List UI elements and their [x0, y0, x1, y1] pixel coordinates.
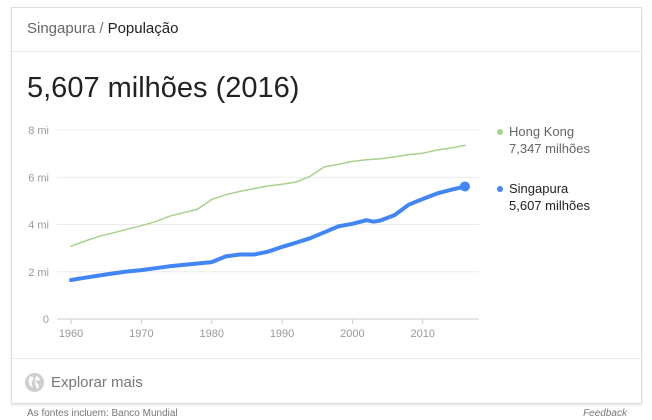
series-line-singapura	[69, 184, 467, 282]
legend-singapura-name: Singapura	[509, 181, 569, 196]
x-tick-label: 1970	[129, 328, 153, 340]
series-line-hong-kong	[70, 144, 466, 247]
legend-hong-kong-value: 7,347 milhões	[509, 141, 590, 156]
x-tick-label: 1990	[270, 328, 294, 340]
breadcrumb-separator: /	[99, 20, 104, 37]
page-title: 5,607 milhões (2016)	[27, 72, 300, 104]
footer-divider	[12, 358, 641, 359]
knowledge-card: Singapura / População 5,607 milhões (2016)…	[11, 7, 642, 404]
legend-item-hong-kong[interactable]: Hong Kong 7,347 milhões	[497, 123, 590, 157]
legend-hong-kong-name: Hong Kong	[509, 124, 575, 139]
breadcrumb: Singapura / População	[27, 20, 178, 37]
y-tick-label: 4 mi	[28, 220, 49, 232]
breadcrumb-country[interactable]: Singapura	[27, 20, 96, 37]
feedback-link[interactable]: Feedback	[583, 408, 627, 419]
header-divider	[12, 51, 641, 52]
explore-more-label: Explorar mais	[51, 373, 143, 391]
x-tick-label: 1980	[199, 328, 223, 340]
y-tick-label: 2 mi	[28, 267, 49, 279]
globe-icon	[24, 372, 45, 392]
x-tick-label: 1960	[59, 328, 83, 340]
breadcrumb-topic: População	[107, 20, 179, 37]
sources-note: As fontes incluem: Banco Mundial	[27, 408, 178, 419]
y-tick-label: 6 mi	[28, 172, 49, 184]
explore-more-button[interactable]: Explorar mais	[24, 370, 143, 394]
x-tick-label: 2010	[410, 328, 434, 340]
legend-singapura-value: 5,607 milhões	[509, 198, 590, 213]
series-endpoint-singapura	[459, 181, 470, 192]
legend-singapura-dot	[497, 186, 503, 192]
population-line-chart[interactable]: 0 2 mi 4 mi 6 mi 8 mi 1960 1970 1980 1990 2000 201…	[12, 8, 643, 353]
y-tick-label: 8 mi	[28, 125, 49, 137]
y-tick-label: 0	[43, 314, 49, 326]
x-tick-label: 2000	[340, 328, 364, 340]
legend-item-singapura[interactable]: Singapura 5,607 milhões	[497, 180, 590, 214]
legend-hong-kong-dot	[497, 129, 503, 135]
